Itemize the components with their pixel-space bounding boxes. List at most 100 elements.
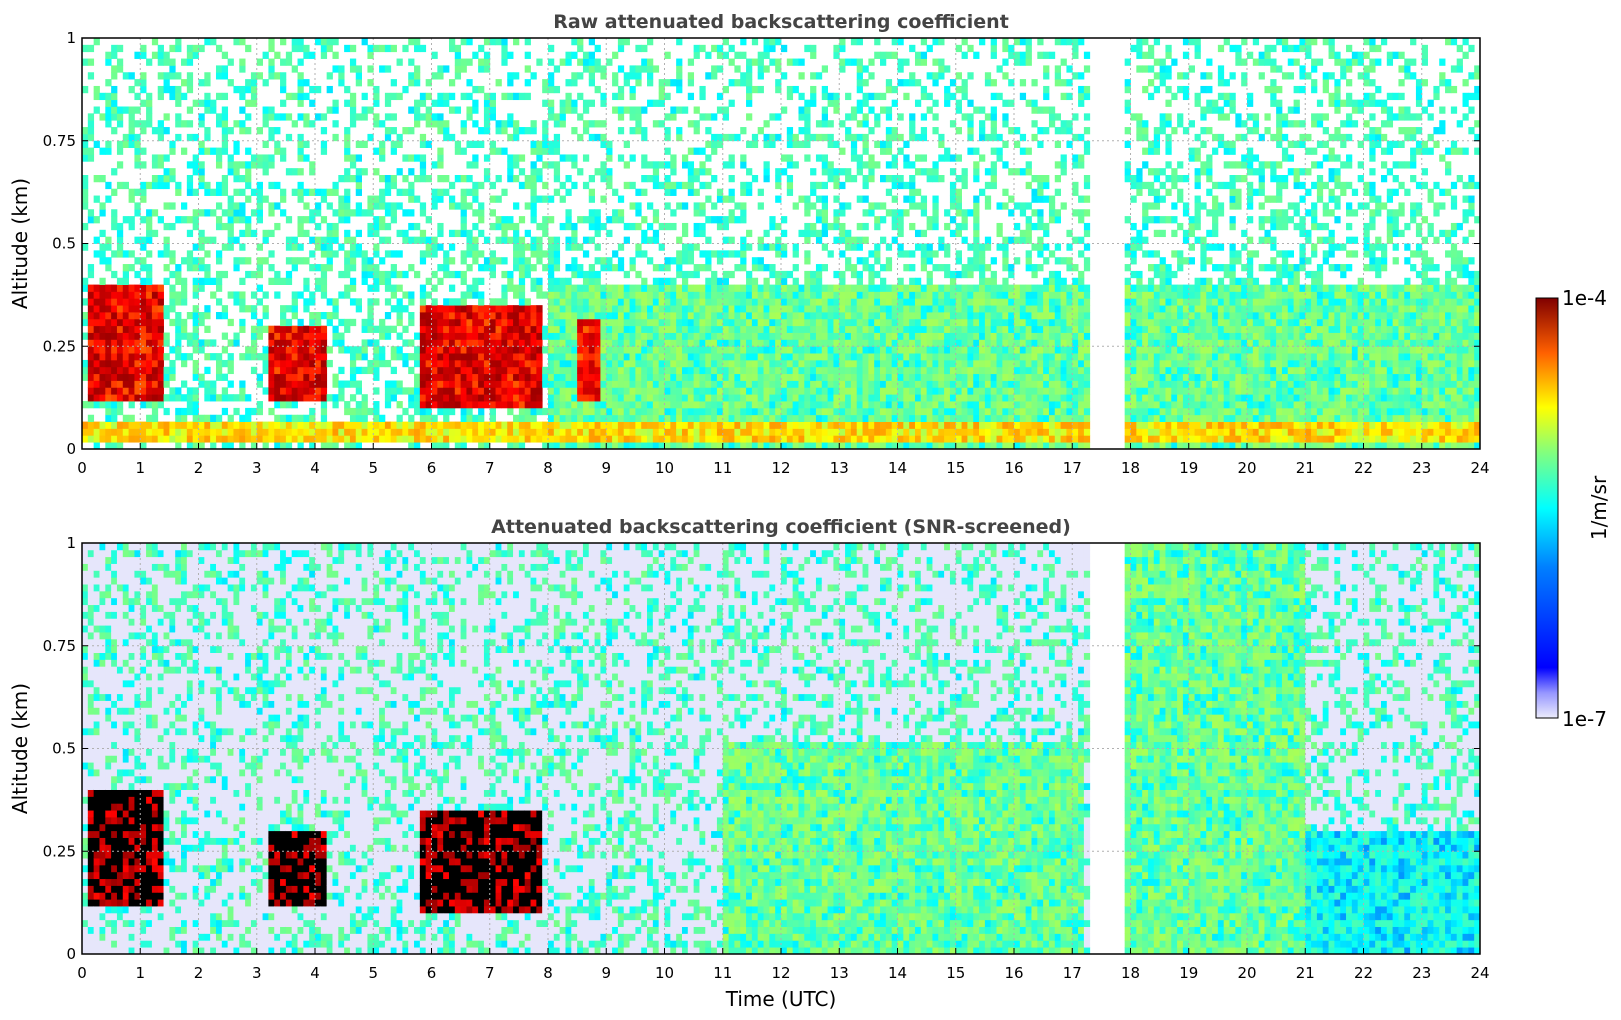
heatmap-cell bbox=[676, 353, 683, 361]
heatmap-cell bbox=[897, 305, 904, 313]
heatmap-cell bbox=[641, 387, 648, 395]
heatmap-cell bbox=[885, 442, 893, 449]
heatmap-cell bbox=[111, 366, 118, 375]
heatmap-cell bbox=[256, 264, 263, 272]
heatmap-cell bbox=[722, 298, 729, 306]
heatmap-cell bbox=[577, 44, 584, 53]
panel-raw: Raw attenuated backscattering coefficien… bbox=[8, 11, 1490, 477]
heatmap-cell bbox=[623, 387, 630, 395]
heatmap-cell bbox=[839, 387, 846, 395]
heatmap-cell bbox=[315, 435, 322, 443]
heatmap-cell bbox=[309, 339, 316, 347]
heatmap-cell bbox=[699, 291, 706, 299]
heatmap-cell bbox=[256, 284, 263, 292]
heatmap-cell bbox=[87, 414, 95, 422]
heatmap-cell bbox=[472, 339, 479, 347]
heatmap-cell bbox=[396, 332, 403, 340]
heatmap-cell bbox=[699, 161, 706, 169]
heatmap-cell bbox=[82, 243, 89, 251]
heatmap-cell bbox=[839, 435, 846, 443]
heatmap-cell bbox=[175, 72, 182, 80]
heatmap-cell bbox=[571, 318, 578, 327]
heatmap-cell bbox=[105, 147, 112, 155]
heatmap-cell bbox=[582, 154, 590, 162]
heatmap-cell bbox=[82, 85, 89, 94]
heatmap-cell bbox=[716, 373, 724, 381]
heatmap-cell bbox=[734, 401, 741, 409]
heatmap-cell bbox=[897, 312, 904, 320]
heatmap-cell bbox=[82, 298, 89, 306]
heatmap-cell bbox=[716, 312, 724, 320]
heatmap-cell bbox=[437, 229, 444, 238]
heatmap-cell bbox=[472, 106, 479, 114]
heatmap-cell bbox=[914, 291, 922, 299]
heatmap-cell bbox=[431, 305, 438, 313]
heatmap-cell bbox=[105, 113, 112, 121]
heatmap-cell bbox=[466, 407, 473, 416]
heatmap-cell bbox=[687, 407, 695, 416]
heatmap-cell bbox=[373, 366, 380, 375]
heatmap-cell bbox=[617, 394, 625, 402]
heatmap-cell bbox=[781, 339, 788, 347]
heatmap-cell bbox=[367, 359, 374, 368]
heatmap-cell bbox=[722, 421, 729, 429]
heatmap-cell bbox=[588, 312, 595, 320]
heatmap-cell bbox=[658, 318, 665, 327]
heatmap-cell bbox=[792, 414, 799, 422]
heatmap-cell bbox=[880, 380, 887, 388]
heatmap-cell bbox=[443, 442, 450, 449]
heatmap-cell bbox=[641, 154, 648, 162]
heatmap-cell bbox=[87, 380, 95, 388]
heatmap-cell bbox=[99, 175, 106, 183]
heatmap-cell bbox=[245, 175, 252, 183]
heatmap-cell bbox=[239, 161, 246, 169]
heatmap-cell bbox=[850, 435, 858, 443]
heatmap-cell bbox=[140, 85, 147, 94]
heatmap-cell bbox=[437, 175, 444, 183]
heatmap-cell bbox=[408, 72, 415, 80]
heatmap-cell bbox=[641, 325, 648, 333]
heatmap-cell bbox=[775, 243, 782, 251]
heatmap-cell bbox=[169, 421, 176, 429]
heatmap-cell bbox=[775, 113, 782, 121]
heatmap-cell bbox=[798, 401, 805, 409]
heatmap-cell bbox=[699, 325, 706, 333]
heatmap-cell bbox=[652, 161, 660, 169]
heatmap-cell bbox=[204, 353, 211, 361]
heatmap-cell bbox=[629, 92, 636, 101]
heatmap-cell bbox=[880, 92, 887, 101]
heatmap-cell bbox=[344, 175, 351, 183]
heatmap-cell bbox=[577, 401, 584, 409]
heatmap-cell bbox=[617, 298, 625, 306]
heatmap-cell bbox=[699, 435, 706, 443]
heatmap-cell bbox=[210, 353, 217, 361]
heatmap-cell bbox=[280, 359, 287, 368]
heatmap-cell bbox=[781, 428, 788, 436]
heatmap-cell bbox=[880, 394, 887, 402]
heatmap-cell bbox=[140, 305, 147, 313]
heatmap-cell bbox=[722, 332, 729, 340]
heatmap-cell bbox=[256, 72, 263, 80]
heatmap-cell bbox=[192, 161, 199, 169]
heatmap-cell bbox=[833, 312, 840, 320]
heatmap-cell bbox=[297, 373, 304, 381]
heatmap-cell bbox=[87, 312, 95, 320]
heatmap-cell bbox=[390, 202, 397, 210]
heatmap-cell bbox=[588, 120, 595, 128]
heatmap-cell bbox=[151, 291, 159, 299]
heatmap-cell bbox=[210, 106, 217, 114]
heatmap-cell bbox=[845, 421, 852, 429]
heatmap-cell bbox=[384, 394, 392, 402]
heatmap-cell bbox=[262, 291, 269, 299]
heatmap-cell bbox=[128, 195, 135, 203]
heatmap-cell bbox=[751, 366, 759, 375]
heatmap-cell bbox=[478, 380, 485, 388]
heatmap-cell bbox=[647, 414, 654, 422]
heatmap-cell bbox=[577, 92, 584, 101]
heatmap-cell bbox=[658, 305, 665, 313]
heatmap-cell bbox=[856, 133, 863, 142]
heatmap-cell bbox=[443, 421, 450, 429]
heatmap-cell bbox=[379, 175, 386, 183]
heatmap-cell bbox=[146, 435, 153, 443]
heatmap-cell bbox=[151, 38, 159, 46]
